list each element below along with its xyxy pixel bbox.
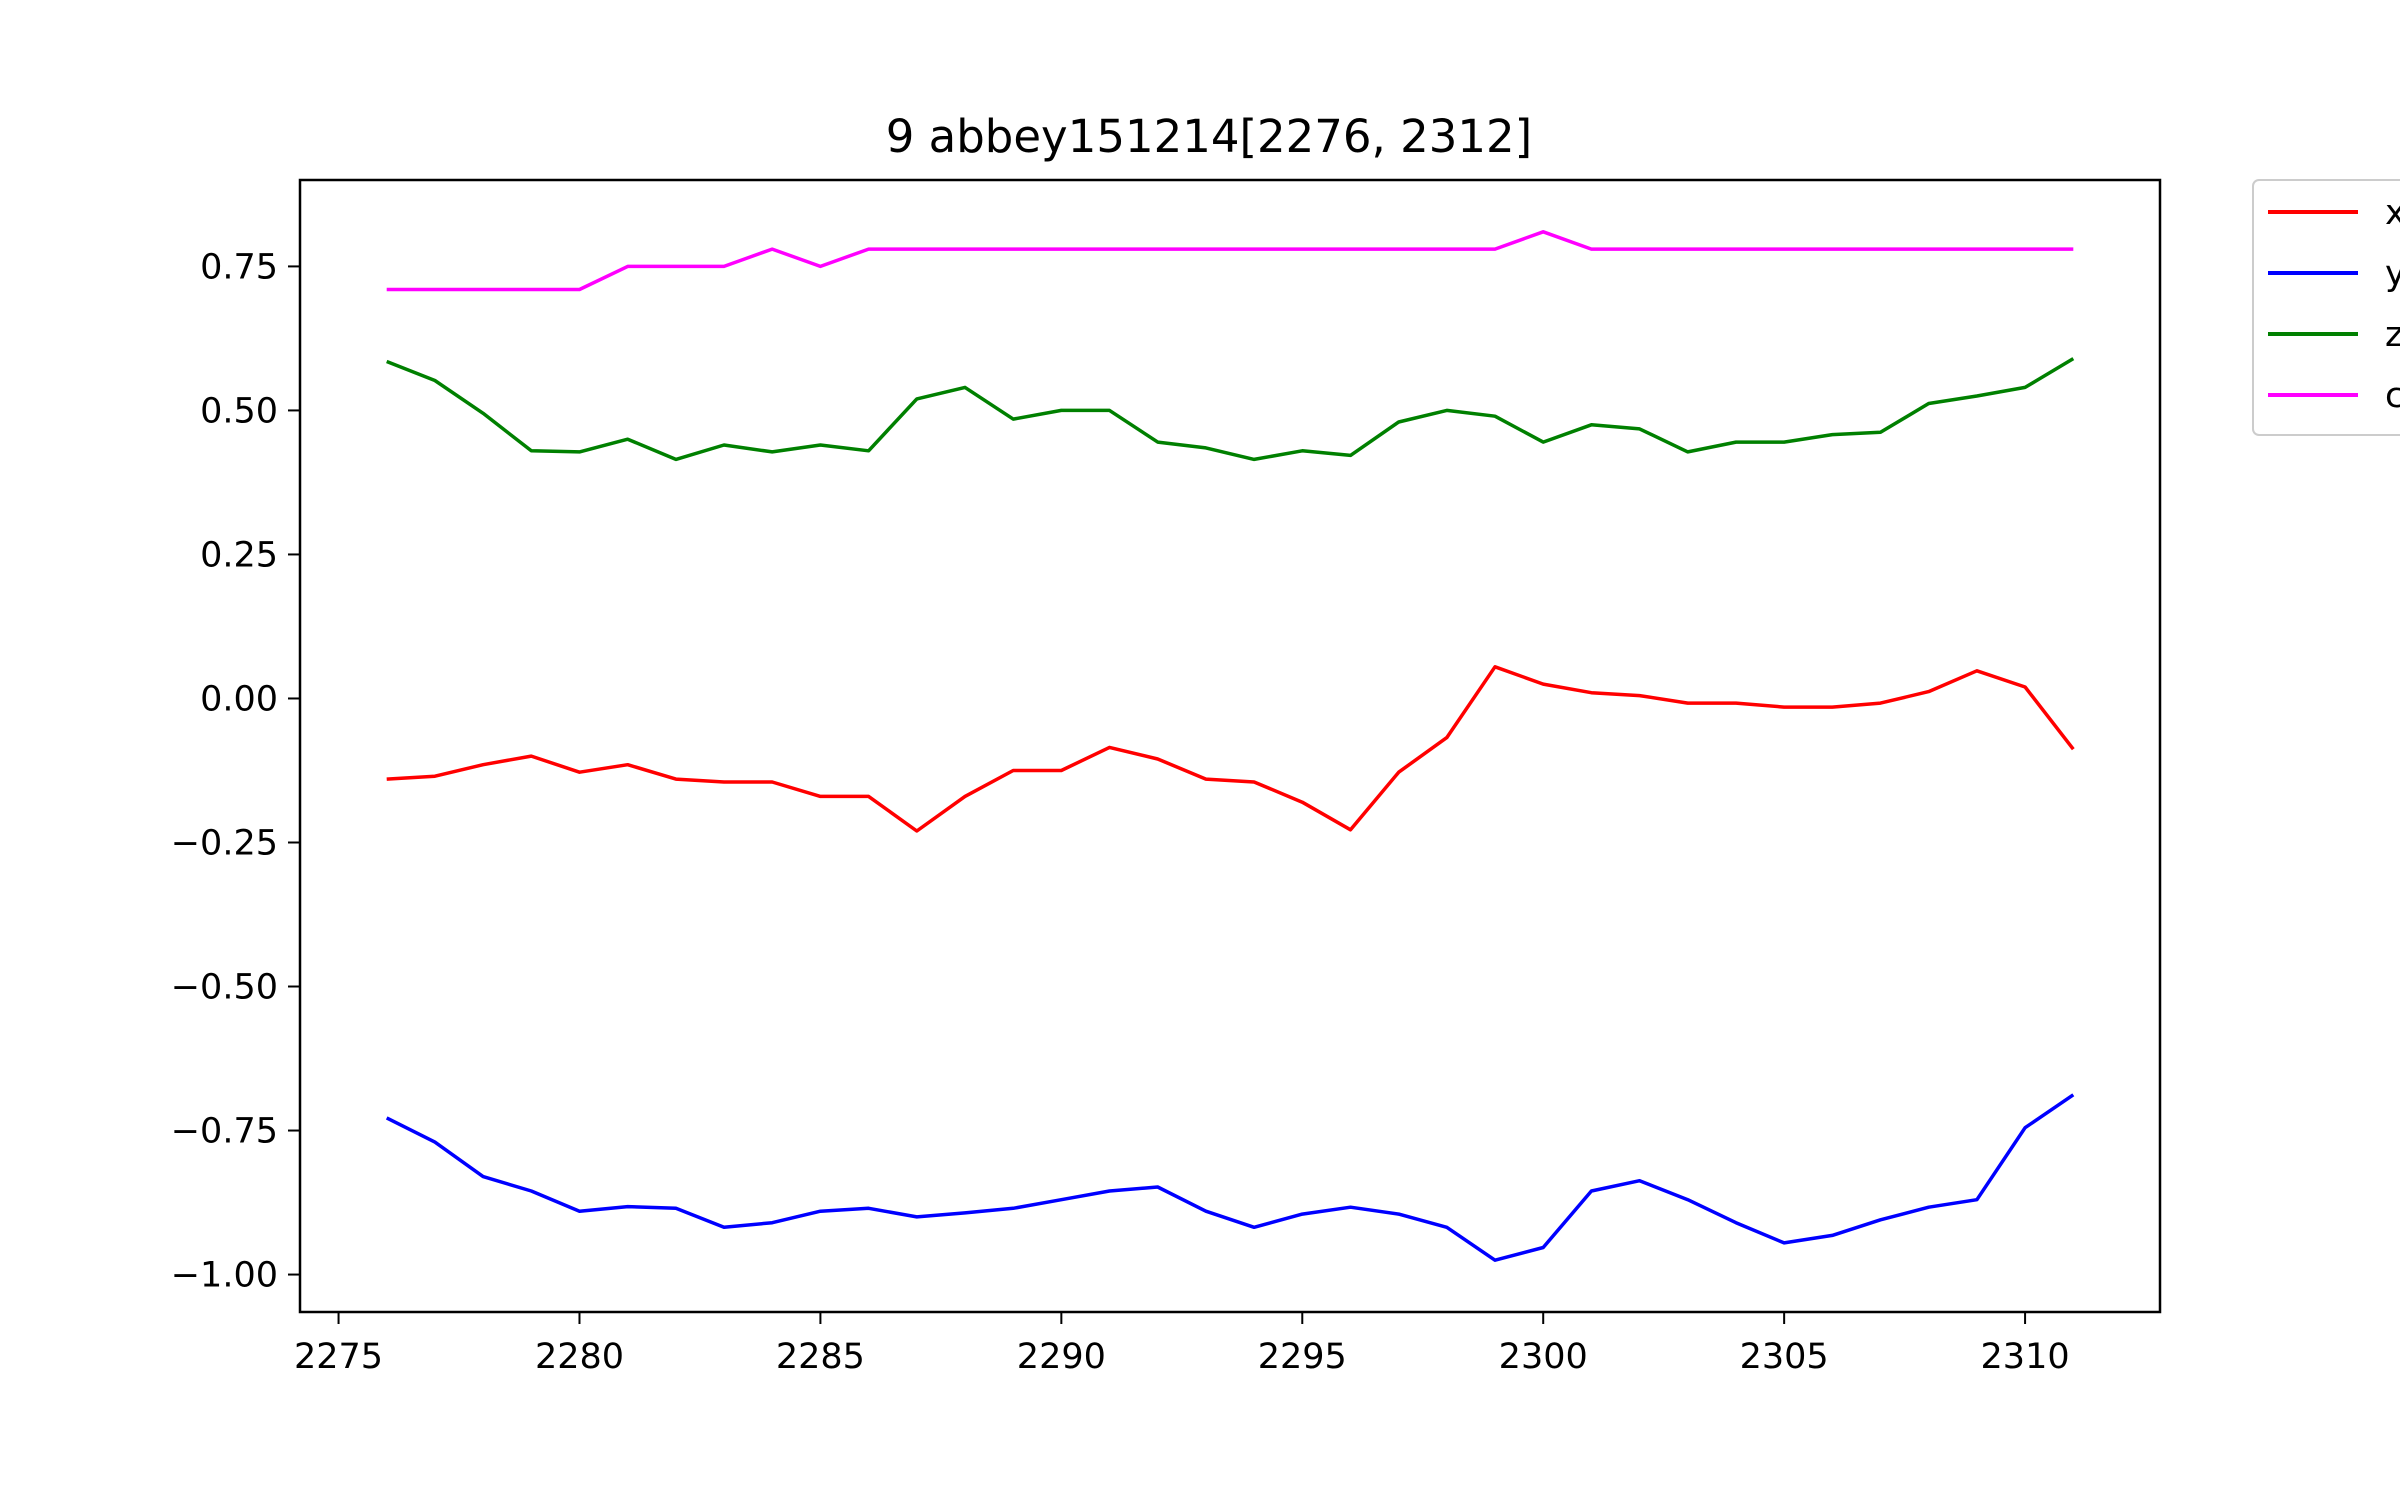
y-tick-label: 0.50 (200, 391, 278, 431)
legend-frame (2252, 179, 2400, 436)
series-line-c (386, 230, 2074, 292)
x-tick-label: 2275 (294, 1337, 383, 1377)
y-tick-label: 0.25 (200, 535, 278, 575)
x-tick-label: 2300 (1499, 1337, 1588, 1377)
x-tick-label: 2280 (535, 1337, 624, 1377)
series-line-z (386, 357, 2075, 462)
x-axis: 2275 2280 2285 2290 2295 2300 2305 2310 (294, 1312, 2070, 1377)
y-tick-label: −0.25 (171, 823, 278, 863)
plot-frame (298, 178, 2162, 1314)
x-tick-label: 2305 (1740, 1337, 1829, 1377)
series-line-x (386, 665, 2075, 833)
legend-label-z: z (2385, 315, 2400, 355)
y-tick-label: −1.00 (171, 1256, 278, 1296)
legend-label-c: c (2385, 376, 2400, 416)
legend-label-y: y (2385, 254, 2400, 294)
y-axis: 0.75 0.50 0.25 0.00 −0.25 −0.50 −0.75 −1.00 (171, 247, 300, 1296)
x-tick-label: 2285 (776, 1337, 865, 1377)
x-tick-label: 2290 (1017, 1337, 1106, 1377)
y-tick-label: 0.00 (200, 679, 278, 719)
y-tick-label: −0.50 (171, 968, 278, 1008)
legend-label-x: x (2385, 193, 2400, 233)
series-line-y (385, 1093, 2075, 1262)
y-tick-label: −0.75 (171, 1112, 278, 1152)
x-tick-label: 2295 (1258, 1337, 1347, 1377)
chart-title: 9 abbey151214[2276, 2312] (886, 110, 1533, 163)
x-tick-label: 2310 (1981, 1337, 2070, 1377)
y-tick-label: 0.75 (200, 247, 278, 287)
series-lines (385, 230, 2075, 1262)
